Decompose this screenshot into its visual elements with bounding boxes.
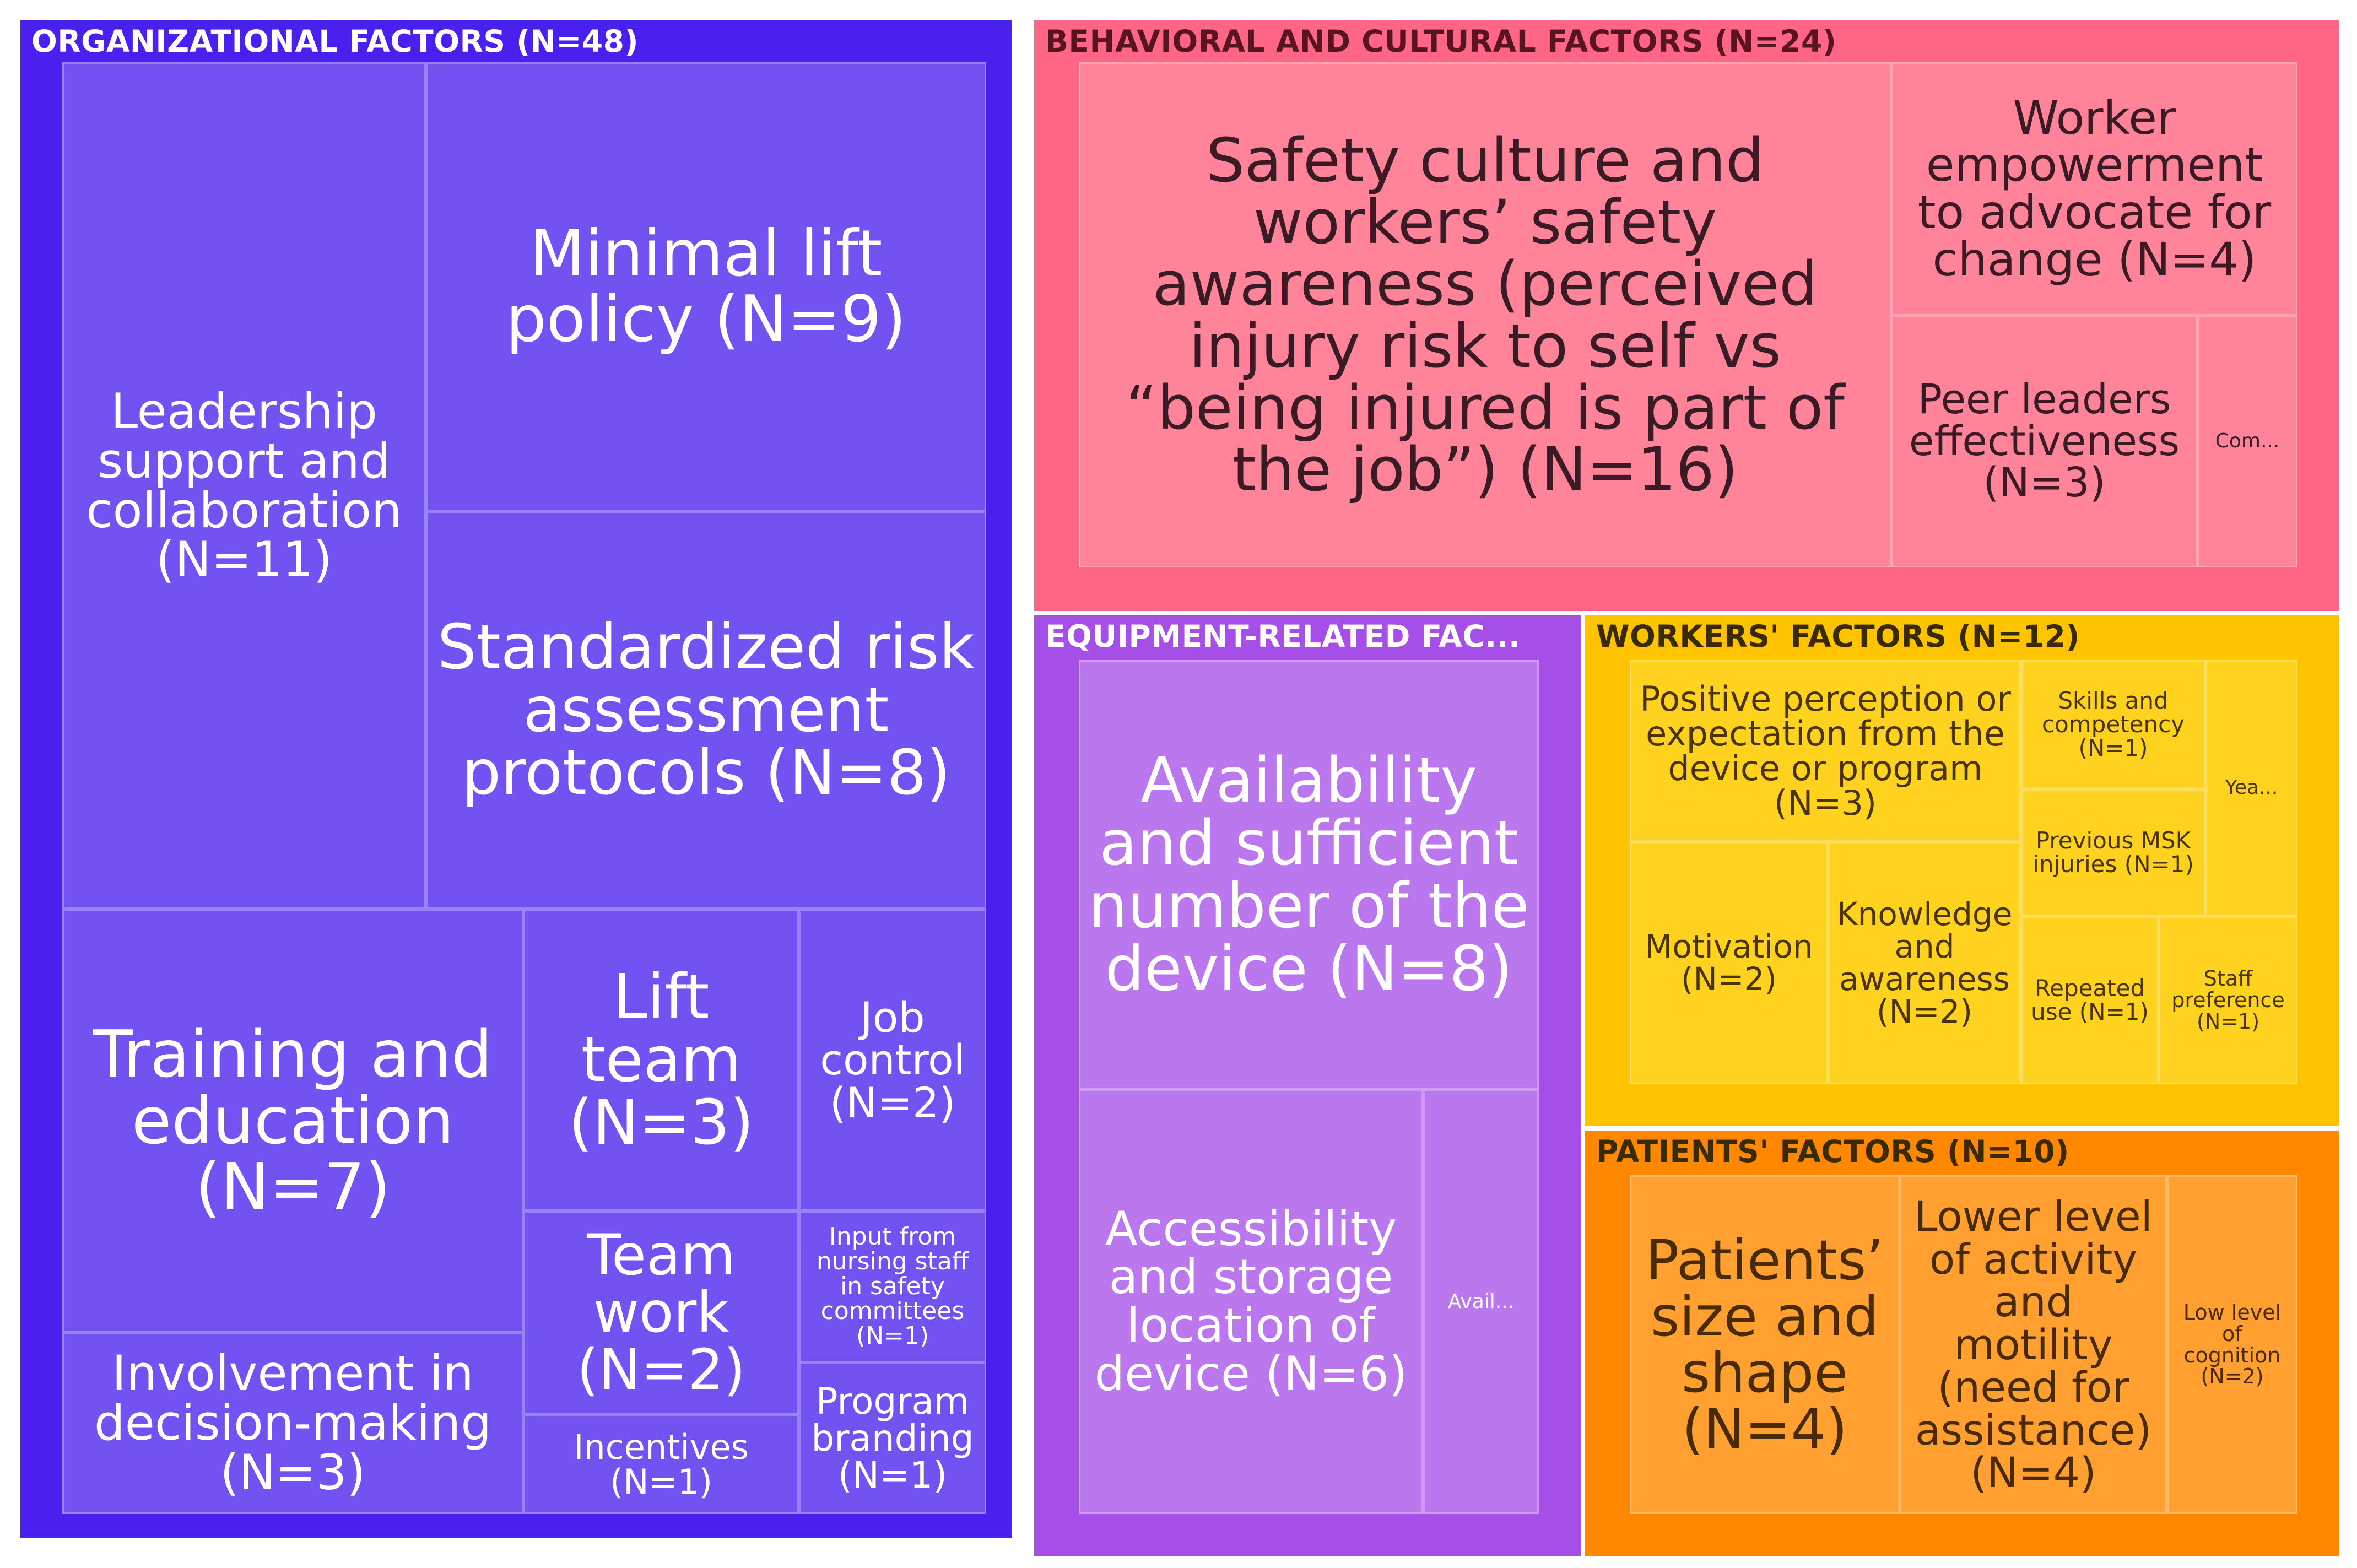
cell-label: Patients’ size and shape (N=4) [1645, 1228, 1884, 1461]
treemap-cell-worker-empowerment-to-advocate-for-chang: Worker empowerment to advocate for chang… [1891, 62, 2297, 316]
cell-label: Peer leaders effectiveness (N=3) [1909, 376, 2180, 507]
cell-label: Staff preference (N=1) [2171, 966, 2285, 1034]
cell-label: Yea... [2225, 776, 2278, 799]
cell-label: Previous MSK injuries (N=1) [2032, 827, 2194, 878]
treemap-cell-peer-leaders-effectiveness: Peer leaders effectiveness (N=3) [1891, 316, 2197, 567]
cell-label: Worker empowerment to advocate for chang… [1917, 90, 2272, 286]
cell-label: Program branding (N=1) [811, 1380, 974, 1497]
group-title: BEHAVIORAL AND CULTURAL FACTORS (N=24) [1045, 24, 1837, 59]
treemap-cell-com: Com... [2197, 316, 2297, 567]
cell-label: Minimal lift policy (N=9) [506, 217, 906, 356]
treemap-cell-standardized-risk-assessment-protocols: Standardized risk assessment protocols (… [426, 511, 986, 909]
cell-label: Leadership support and collaboration (N=… [86, 383, 402, 588]
treemap-cell-patients-size-and-shape: Patients’ size and shape (N=4) [1630, 1175, 1900, 1514]
cell-label: Positive perception or expectation from … [1640, 678, 2011, 824]
treemap-cell-low-level-of-cognition: Low level of cognition (N=2) [2167, 1175, 2297, 1514]
cell-label: Motivation (N=2) [1645, 927, 1813, 998]
group-title: ORGANIZATIONAL FACTORS (N=48) [31, 24, 639, 59]
cell-label: Repeated use (N=1) [2031, 974, 2149, 1025]
treemap-cell-safety-culture-and-workers-safety-awaren: Safety culture and workers’ safety aware… [1079, 62, 1891, 567]
group-title: EQUIPMENT-RELATED FAC... [1045, 619, 1521, 654]
treemap-cell-team-work: Team work (N=2) [523, 1211, 799, 1415]
treemap-cell-staff-preference: Staff preference (N=1) [2159, 916, 2297, 1084]
treemap-cell-leadership-support-and-collaboration: Leadership support and collaboration (N=… [62, 62, 426, 909]
treemap-cell-motivation: Motivation (N=2) [1630, 842, 1828, 1084]
cell-label: Skills and competency (N=1) [2041, 687, 2185, 761]
treemap-cell-input-from-nursing-staff-in-safety-commi: Input from nursing staff in safety commi… [799, 1211, 986, 1362]
cell-label: Accessibility and storage location of de… [1094, 1201, 1408, 1402]
treemap-cell-incentives: Incentives (N=1) [523, 1415, 799, 1514]
treemap-cell-minimal-lift-policy: Minimal lift policy (N=9) [426, 62, 986, 511]
treemap-cell-yea: Yea... [2205, 660, 2297, 916]
treemap-cell-program-branding: Program branding (N=1) [799, 1362, 986, 1514]
treemap-cell-knowledge-and-awareness: Knowledge and awareness (N=2) [1828, 842, 2021, 1084]
treemap-cell-skills-and-competency: Skills and competency (N=1) [2021, 660, 2205, 790]
cell-label: Lower level of activity and motility (ne… [1914, 1192, 2153, 1497]
cell-label: Com... [2215, 430, 2280, 453]
cell-label: Lift team (N=3) [568, 961, 754, 1159]
cell-label: Avail... [1447, 1290, 1515, 1313]
cell-label: Training and education (N=7) [93, 1016, 493, 1225]
cell-label: Low level of cognition (N=2) [2183, 1300, 2282, 1389]
treemap-cell-accessibility-and-storage-location-of-de: Accessibility and storage location of de… [1079, 1090, 1423, 1514]
cell-label: Standardized risk assessment protocols (… [437, 611, 975, 809]
treemap-cell-avail: Avail... [1423, 1090, 1539, 1514]
treemap-cell-involvement-in-decision-making: Involvement in decision-making (N=3) [62, 1332, 523, 1514]
cell-label: Incentives (N=1) [574, 1426, 749, 1502]
treemap-cell-availability-and-sufficient-number-of-th: Availability and sufficient number of th… [1079, 660, 1539, 1090]
group-title: WORKERS' FACTORS (N=12) [1596, 619, 2080, 654]
cell-label: Input from nursing staff in safety commi… [816, 1223, 969, 1350]
treemap-cell-lower-level-of-activity-and-motility: Lower level of activity and motility (ne… [1900, 1175, 2167, 1514]
treemap-cell-positive-perception-or-expectation-from-: Positive perception or expectation from … [1630, 660, 2021, 842]
treemap-cell-previous-msk-injuries: Previous MSK injuries (N=1) [2021, 790, 2205, 916]
cell-label: Knowledge and awareness (N=2) [1836, 895, 2013, 1031]
cell-label: Team work (N=2) [576, 1222, 746, 1403]
treemap-cell-repeated-use: Repeated use (N=1) [2021, 916, 2159, 1084]
group-title: PATIENTS' FACTORS (N=10) [1596, 1134, 2069, 1169]
cell-label: Job control (N=2) [820, 992, 965, 1127]
cell-label: Involvement in decision-making (N=3) [94, 1345, 492, 1501]
cell-label: Availability and sufficient number of th… [1088, 744, 1529, 1005]
treemap-cell-job-control: Job control (N=2) [799, 909, 986, 1211]
cell-label: Safety culture and workers’ safety aware… [1126, 125, 1845, 505]
treemap-cell-lift-team: Lift team (N=3) [523, 909, 799, 1211]
treemap-cell-training-and-education: Training and education (N=7) [62, 909, 523, 1332]
